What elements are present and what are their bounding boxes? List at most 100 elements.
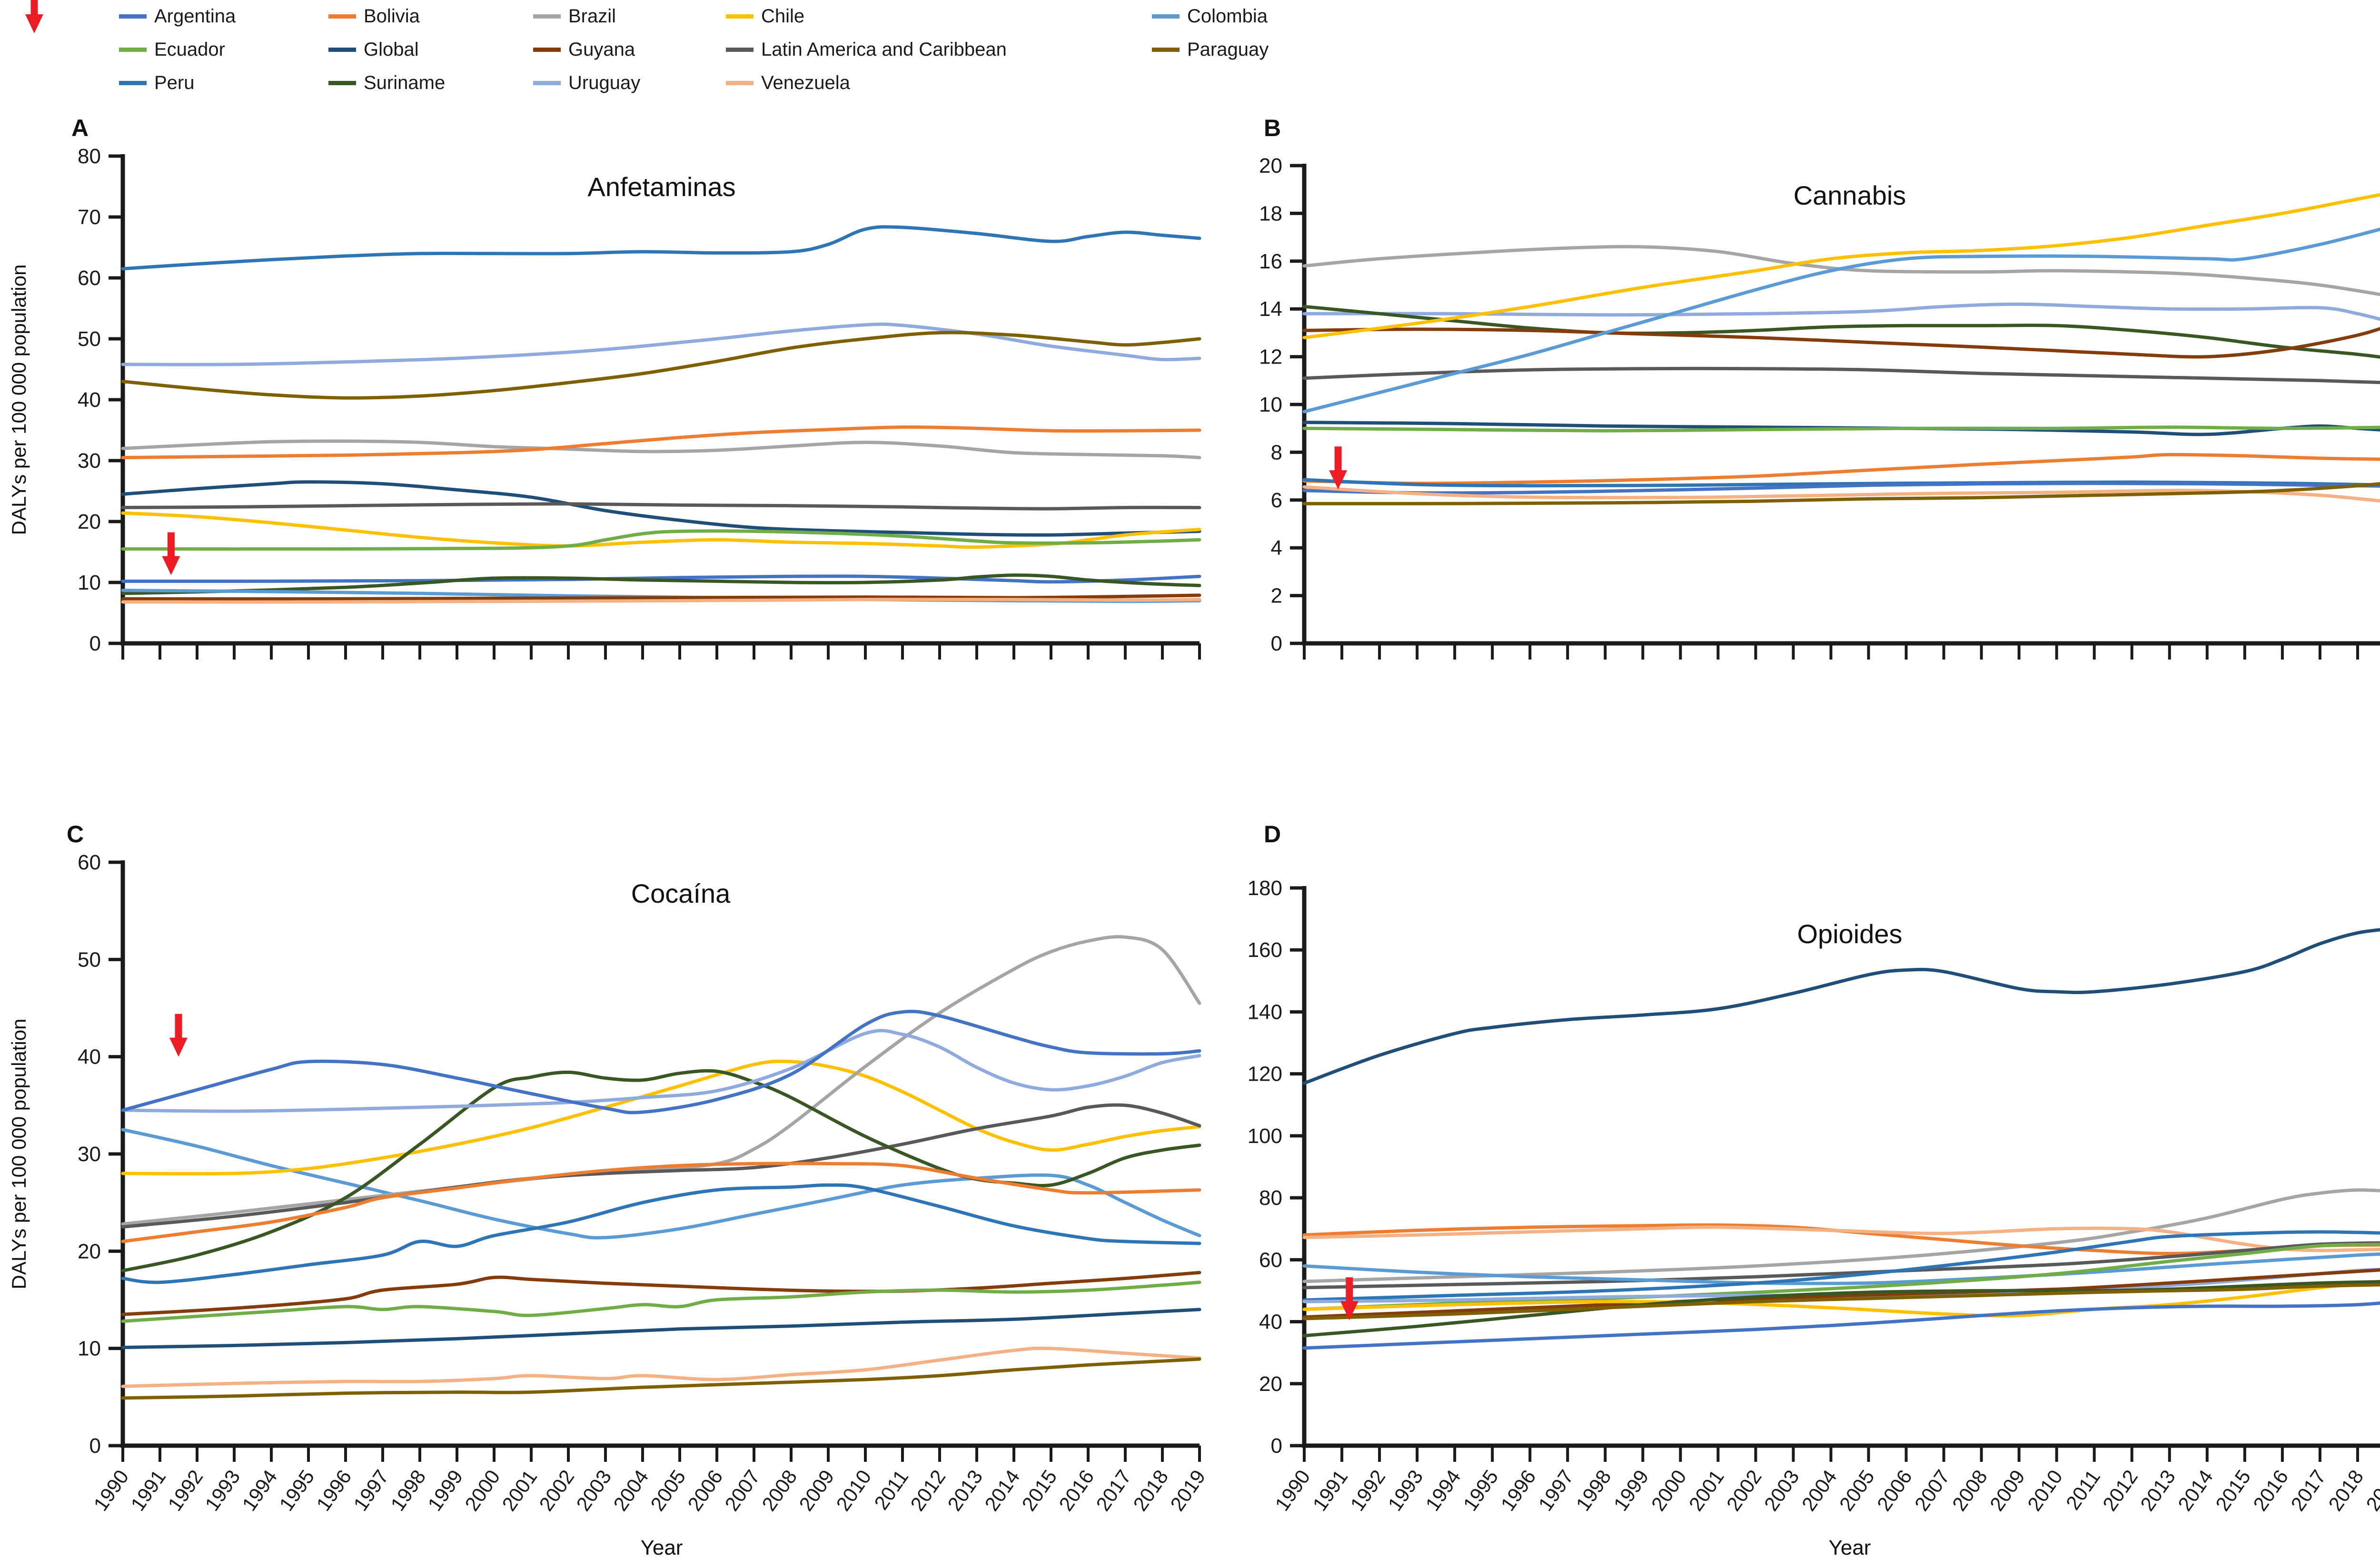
series-line — [121, 1346, 1201, 1388]
red-arrow-icon — [25, 0, 43, 33]
y-tick-label: 140 — [1248, 1000, 1282, 1024]
series-line — [1302, 482, 2380, 505]
legend-item-label: Venezuela — [761, 72, 850, 93]
series-line — [121, 1271, 1201, 1316]
legend-item-label: Guyana — [568, 39, 635, 60]
y-tick-label: 10 — [78, 1337, 101, 1360]
x-tick-label: 2016 — [2249, 1466, 2292, 1515]
panel-title-anfetaminas: Anfetaminas — [587, 172, 736, 202]
y-tick-label: 0 — [89, 1434, 101, 1458]
x-tick-label: 2015 — [2211, 1466, 2255, 1515]
series-line — [1302, 327, 2380, 359]
legend-item: Paraguay — [1152, 39, 1269, 60]
series-line — [121, 529, 1201, 551]
series-line — [121, 1069, 1201, 1272]
axis-line — [1302, 886, 2380, 1448]
series-line — [1302, 482, 2380, 495]
x-tick-label: 1990 — [89, 1466, 133, 1515]
x-tick-label: 2019 — [2361, 1466, 2380, 1515]
y-tick-label: 60 — [78, 851, 101, 874]
x-tick-label: 1997 — [349, 1466, 393, 1515]
y-tick-label: 50 — [78, 948, 101, 971]
panel-A: 0 10 20 30 40 50 60 70 80 — [78, 145, 1201, 660]
x-tick-label: 2014 — [2173, 1466, 2217, 1515]
y-tick-label: 60 — [1259, 1248, 1282, 1271]
x-tick-label: 1999 — [423, 1466, 467, 1515]
y-tick-label: 14 — [1259, 297, 1282, 321]
x-tick-label: 2001 — [1685, 1466, 1728, 1515]
y-tick-label: 70 — [78, 206, 101, 229]
x-tick-label: 2001 — [497, 1466, 541, 1515]
series-line — [121, 225, 1201, 271]
legend-swatch — [1152, 47, 1180, 52]
series-line — [1302, 928, 2380, 1085]
series-line — [121, 1128, 1201, 1240]
y-tick-label: 30 — [78, 1143, 101, 1166]
x-axis-label-left: Year — [640, 1536, 683, 1559]
x-tick-label: 2004 — [609, 1466, 653, 1515]
legend-item: Global — [328, 39, 419, 60]
red-arrow-icon — [162, 532, 180, 575]
panel-title-cocaina: Cocaína — [631, 878, 731, 908]
legend-swatch — [328, 80, 356, 85]
series-line — [121, 480, 1201, 537]
x-tick-label: 2009 — [794, 1466, 838, 1515]
y-tick-label: 100 — [1248, 1124, 1282, 1148]
series-line — [1302, 1280, 2380, 1318]
axis-line — [120, 154, 1200, 646]
legend-item: Peru — [119, 72, 195, 93]
x-tick-label: 2006 — [1873, 1466, 1916, 1515]
panel-C: 0102030405060199019911992199319941995199… — [78, 851, 1210, 1515]
x-tick-label: 1996 — [1496, 1466, 1540, 1515]
x-tick-label: 2002 — [535, 1466, 578, 1515]
series-line — [121, 1162, 1201, 1243]
y-tick-label: 20 — [78, 1240, 101, 1263]
x-tick-label: 1991 — [126, 1466, 170, 1515]
legend-item-label: Paraguay — [1187, 39, 1269, 60]
series-line — [121, 935, 1201, 1226]
panel-letter-a: A — [71, 115, 89, 141]
axis-line — [1302, 164, 2380, 646]
series-line — [121, 1103, 1201, 1229]
series-line — [1302, 1301, 2380, 1350]
x-tick-label: 2010 — [832, 1466, 875, 1515]
x-tick-label: 2003 — [572, 1466, 615, 1515]
x-tick-label: 2017 — [2286, 1466, 2330, 1515]
series-line — [121, 331, 1201, 400]
series-line — [1302, 453, 2380, 485]
x-tick-label: 1996 — [312, 1466, 356, 1515]
x-tick-label: 1992 — [163, 1466, 207, 1515]
panel-letter-b: B — [1264, 115, 1281, 141]
panel-B: 0 2 4 6 8 10 12 14 16 18 20 — [1259, 154, 2380, 660]
panel-title-cannabis: Cannabis — [1793, 180, 1906, 210]
panel-letter-d: D — [1264, 821, 1281, 848]
x-tick-label: 2013 — [2136, 1466, 2180, 1515]
series-line — [121, 1183, 1201, 1284]
y-tick-label: 40 — [78, 388, 101, 412]
y-tick-label: 0 — [1271, 1434, 1282, 1458]
legend-swatch — [533, 80, 561, 85]
legend-item: Bolivia — [328, 6, 420, 27]
x-tick-label: 1991 — [1308, 1466, 1352, 1515]
legend-item: Ecuador — [119, 39, 225, 60]
x-axis-label-right: Year — [1828, 1536, 1871, 1559]
x-tick-label: 1994 — [1421, 1466, 1465, 1515]
series-line — [1302, 1283, 2380, 1321]
x-tick-label: 2007 — [720, 1466, 764, 1515]
series-line — [121, 322, 1201, 366]
series-line — [121, 425, 1201, 460]
series-line — [121, 1281, 1201, 1323]
legend-item: Latin America and Caribbean — [726, 39, 1007, 60]
x-tick-label: 2003 — [1760, 1466, 1804, 1515]
legend-swatch — [328, 47, 356, 52]
y-tick-label: 12 — [1259, 345, 1282, 369]
panel-D: 0 20 40 60 80 100 120 140 160 180 1990199119921993… — [1248, 877, 2380, 1515]
y-tick-label: 20 — [78, 510, 101, 533]
legend-swatch — [533, 14, 561, 19]
series-line — [121, 1009, 1201, 1114]
x-tick-label: 1994 — [238, 1466, 281, 1515]
legend-item-label: Chile — [761, 6, 805, 27]
x-tick-label: 2006 — [683, 1466, 727, 1515]
series-line — [121, 574, 1201, 584]
